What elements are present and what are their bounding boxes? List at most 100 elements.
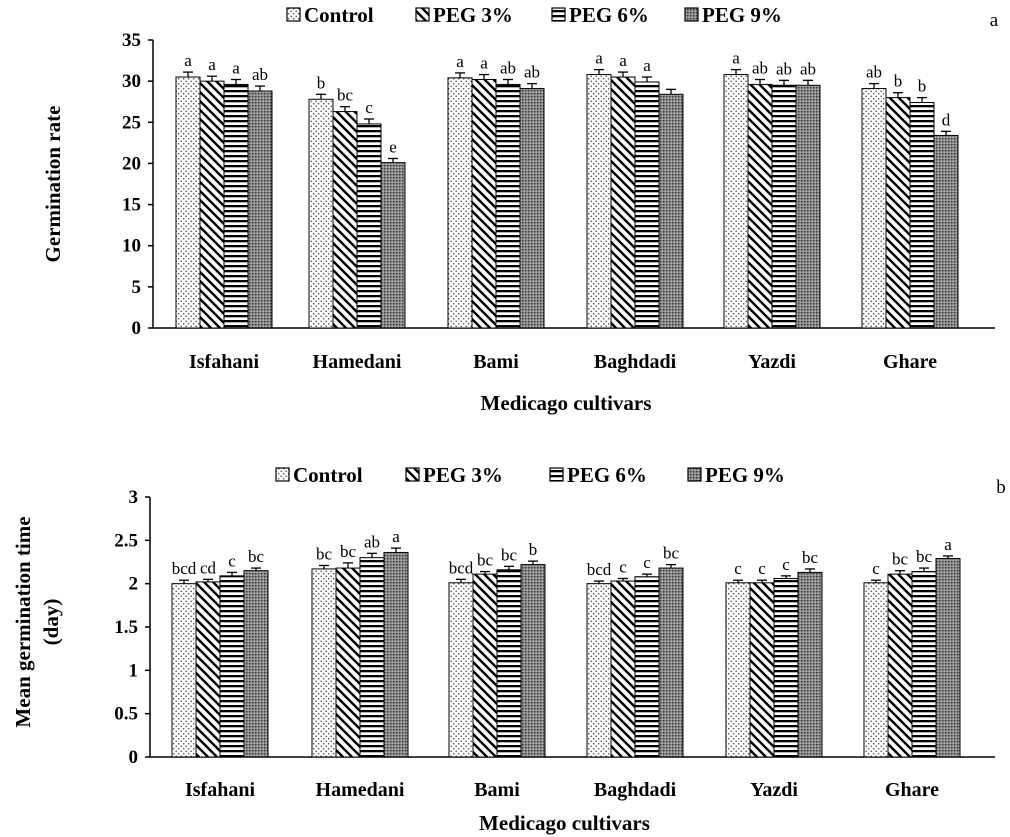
bar (658, 567, 684, 758)
legend-label: PEG 3% (423, 463, 503, 487)
x-category-label: Ghare (885, 779, 939, 801)
bar (519, 88, 545, 329)
significance-label: ab (524, 63, 540, 82)
x-axis-title: Medicago cultivars (479, 811, 650, 835)
bar (311, 568, 337, 758)
significance-label: bcd (172, 559, 197, 578)
legend-swatch (286, 7, 301, 22)
significance-label: a (619, 51, 627, 70)
significance-label: d (942, 110, 951, 129)
bar (887, 573, 913, 758)
bar (199, 80, 225, 329)
legend-label: Control (304, 3, 374, 27)
legend-swatch (405, 467, 420, 482)
significance-label: a (480, 54, 488, 73)
y-tick-label: 2.5 (114, 530, 138, 551)
bar (219, 575, 245, 758)
significance-label: ab (776, 59, 792, 78)
significance-label: a (732, 49, 740, 68)
significance-label: b (317, 73, 326, 92)
legend-label: Control (293, 463, 363, 487)
bar (911, 571, 937, 758)
legend-swatch (687, 467, 702, 482)
x-category-label: Yazdi (748, 351, 796, 373)
bar (749, 582, 775, 758)
bar (797, 571, 823, 758)
significance-label: bc (248, 547, 265, 566)
significance-label: a (643, 56, 651, 75)
panel-letter: b (996, 477, 1006, 498)
legend-swatch (684, 7, 699, 22)
significance-label: ab (800, 59, 816, 78)
y-tick-label: 0 (129, 747, 139, 768)
bar (471, 78, 497, 329)
bar (359, 557, 385, 758)
significance-label: a (595, 49, 603, 68)
bar (586, 74, 612, 329)
significance-label: a (232, 58, 240, 77)
bar (356, 123, 382, 329)
significance-label: ab (252, 65, 268, 84)
bar (634, 576, 660, 758)
bar (335, 567, 361, 758)
significance-label: a (456, 52, 464, 71)
bar (332, 111, 358, 329)
bar (610, 76, 636, 329)
bar (247, 90, 273, 329)
legend-label: PEG 6% (567, 463, 647, 487)
bar (171, 583, 197, 758)
bar (935, 558, 961, 758)
significance-label: b (918, 77, 927, 96)
y-tick-label: 1.5 (114, 617, 138, 638)
x-category-label: Ghare (883, 351, 937, 373)
significance-label: c (619, 557, 627, 576)
y-tick-label: 25 (122, 112, 141, 133)
bar (380, 162, 406, 329)
y-tick-label: 5 (132, 277, 142, 298)
y-tick-label: 35 (122, 30, 141, 51)
x-category-label: Baghdadi (594, 779, 677, 801)
significance-label: a (944, 535, 952, 554)
y-tick-label: 0 (132, 318, 142, 339)
bar (308, 98, 334, 329)
bar (634, 81, 660, 329)
legend-label: PEG 9% (705, 463, 785, 487)
y-tick-label: 30 (122, 71, 141, 92)
significance-label: ab (752, 58, 768, 77)
significance-label: cd (200, 558, 217, 577)
significance-label: bc (316, 544, 333, 563)
bar (586, 583, 612, 758)
significance-label: bc (663, 544, 680, 563)
bar (863, 582, 889, 758)
bar (448, 582, 474, 758)
y-tick-label: 2 (129, 574, 139, 595)
significance-label: c (734, 559, 742, 578)
legend-swatch (551, 7, 566, 22)
bar (195, 581, 221, 758)
significance-label: c (782, 555, 790, 574)
x-category-label: Isfahani (185, 779, 255, 801)
bar (909, 102, 935, 329)
legend-swatch (275, 467, 290, 482)
y-tick-label: 3 (129, 487, 139, 508)
significance-label: ab (364, 532, 380, 551)
x-category-label: Baghdadi (594, 351, 677, 373)
y-tick-label: 20 (122, 153, 141, 174)
significance-label: ab (500, 58, 516, 77)
y-tick-label: 1 (129, 660, 139, 681)
significance-label: bcd (449, 558, 474, 577)
y-tick-label: 0.5 (114, 704, 138, 725)
y-tick-label: 15 (122, 195, 141, 216)
y-axis-title: Germination rate (41, 106, 65, 263)
bar (747, 83, 773, 329)
significance-label: bc (802, 548, 819, 567)
y-axis-title-line-2: (day) (39, 599, 63, 646)
bar (223, 83, 249, 329)
significance-label: a (208, 55, 216, 74)
significance-label: c (872, 559, 880, 578)
bar (495, 83, 521, 329)
bar (175, 76, 201, 329)
x-category-label: Hamedani (313, 351, 402, 373)
